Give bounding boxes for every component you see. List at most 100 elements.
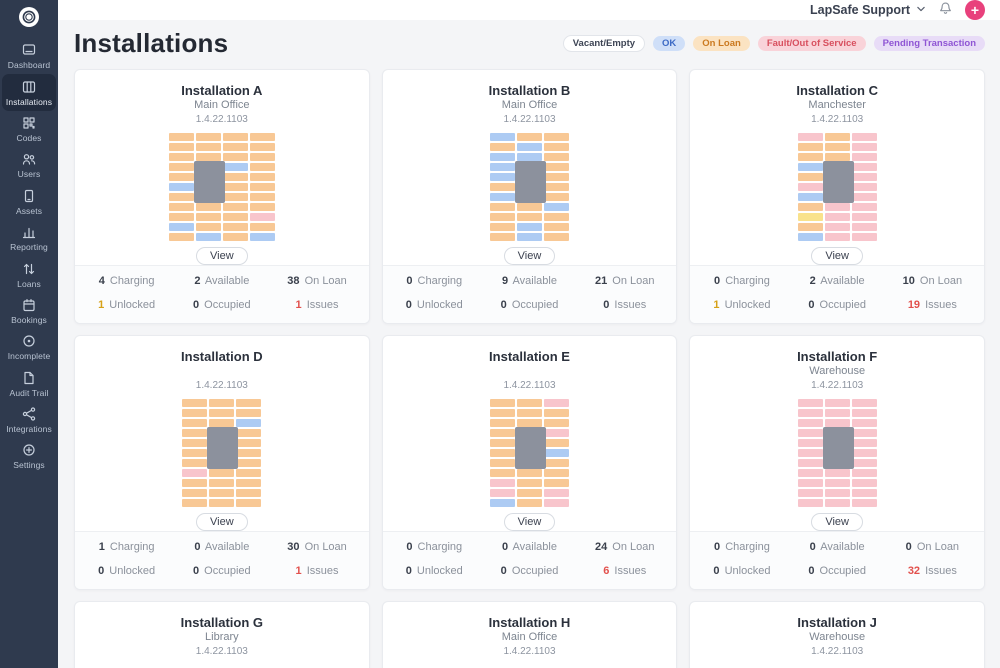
sidebar-item-bookings[interactable]: Bookings (2, 293, 56, 329)
locker-cell (249, 233, 275, 241)
sidebar-item-codes[interactable]: Codes (2, 111, 56, 147)
installation-card-installation-e: Installation E 1.4.22.1103 View 0 Charging 0… (381, 335, 678, 590)
locker-cell (195, 233, 221, 241)
locker-cell (489, 399, 515, 407)
stat-value: 0 (809, 541, 816, 553)
view-button[interactable]: View (196, 513, 248, 531)
locker-cell (236, 479, 262, 487)
locker-cell (182, 419, 208, 427)
stat-value: 1 (295, 565, 302, 577)
stat-value: 6 (603, 565, 610, 577)
installation-card-installation-c: Installation C Manchester 1.4.22.1103 View 0… (689, 69, 985, 324)
locker-cell (236, 409, 262, 417)
locker-cell (797, 399, 823, 407)
installation-card-installation-f: Installation F Warehouse 1.4.22.1103 View 0 … (689, 335, 985, 590)
locker-cell (851, 409, 877, 417)
locker-cell (824, 153, 850, 161)
locker-cell (168, 163, 194, 171)
installation-location: Warehouse (809, 365, 866, 377)
view-button[interactable]: View (503, 513, 556, 531)
locker-cell (543, 459, 569, 467)
locker-cell (851, 479, 877, 487)
locker-cell (516, 399, 542, 407)
locker-cell (209, 479, 235, 487)
installation-version: 1.4.22.1103 (195, 114, 248, 125)
sidebar-item-label: Integrations (6, 424, 52, 435)
view-button[interactable]: View (811, 513, 863, 531)
stat-issues: 19 Issues (907, 299, 957, 311)
stat-value: 2 (809, 275, 816, 287)
installation-name: Installation F (797, 349, 878, 364)
account-label: LapSafe Support (809, 3, 910, 17)
installation-card-body: Installation A Main Office 1.4.22.1103 View (75, 70, 369, 265)
locker-cell (824, 479, 850, 487)
sidebar-item-audit-trail[interactable]: Audit Trail (2, 366, 56, 402)
sidebar-item-dashboard[interactable]: Dashboard (2, 38, 56, 74)
stat-value: 0 (905, 541, 912, 553)
sidebar-item-users[interactable]: Users (2, 147, 56, 183)
locker-cell (797, 163, 823, 171)
sidebar-item-installations[interactable]: Installations (2, 74, 56, 111)
locker-cell (222, 223, 248, 231)
locker-cell (824, 223, 850, 231)
locker-cell (182, 479, 208, 487)
locker-cell (489, 193, 515, 201)
locker-cell (543, 193, 569, 201)
locker-cell (222, 193, 248, 201)
locker-cell (168, 193, 194, 201)
locker-cell (516, 213, 542, 221)
stat-charging: 0 Charging (406, 275, 463, 287)
installation-version: 1.4.22.1103 (195, 380, 248, 391)
notifications-button[interactable] (938, 1, 953, 19)
sidebar-item-settings[interactable]: Settings (2, 438, 56, 474)
locker-cell (222, 143, 248, 151)
locker-cells (182, 399, 262, 507)
stat-charging: 0 Charging (714, 275, 770, 287)
installation-version: 1.4.22.1103 (503, 380, 556, 391)
stat-value: 0 (714, 275, 721, 287)
stat-available: 9 Available (501, 275, 557, 287)
locker-cell (168, 143, 194, 151)
view-button[interactable]: View (196, 247, 248, 265)
locker-cell (797, 233, 823, 241)
locker-cell (797, 223, 823, 231)
account-menu[interactable]: LapSafe Support (810, 3, 926, 17)
sidebar-item-reporting[interactable]: Reporting (2, 220, 56, 256)
sidebar-item-integrations[interactable]: Integrations (2, 402, 56, 438)
locker-cell (543, 449, 569, 457)
stat-value: 1 (295, 299, 302, 311)
add-button[interactable]: + (965, 0, 985, 20)
locker-cell (543, 163, 569, 171)
locker-cell (236, 449, 262, 457)
app-logo[interactable] (0, 0, 58, 38)
locker-cell (824, 213, 850, 221)
stat-available: 2 Available (194, 275, 250, 287)
sidebar-item-loans[interactable]: Loans (2, 256, 56, 292)
stat-issues: 1 Issues (295, 565, 339, 577)
installation-card-body: Installation D 1.4.22.1103 View (75, 336, 369, 531)
locker-cell (249, 133, 275, 141)
locker-cell (797, 459, 823, 467)
locker-cell (222, 153, 248, 161)
locker-cell (236, 419, 262, 427)
installation-version: 1.4.22.1103 (811, 646, 864, 657)
legend-fault-out-of-service: Fault/Out of Service (757, 36, 866, 51)
locker-cell (182, 469, 208, 477)
installation-card-body: Installation C Manchester 1.4.22.1103 View (690, 70, 984, 265)
sidebar-item-incomplete[interactable]: Incomplete (2, 329, 56, 365)
locker-cell (168, 223, 194, 231)
view-button[interactable]: View (811, 247, 863, 265)
locker-cell (209, 409, 235, 417)
locker-cell (489, 183, 515, 191)
locker-cell (168, 233, 194, 241)
installation-stats: 1 Charging 0 Available 30 On Loan 0 Unlocke… (75, 531, 369, 589)
stat-value: 0 (194, 541, 201, 553)
locker-cell (824, 409, 850, 417)
stat-value: 10 (902, 275, 915, 287)
sidebar-item-label: Reporting (10, 242, 48, 253)
stat-unlocked: 0 Unlocked (405, 299, 463, 311)
view-button[interactable]: View (503, 247, 556, 265)
sidebar-item-label: Settings (13, 460, 45, 471)
sidebar-item-assets[interactable]: Assets (2, 184, 56, 220)
